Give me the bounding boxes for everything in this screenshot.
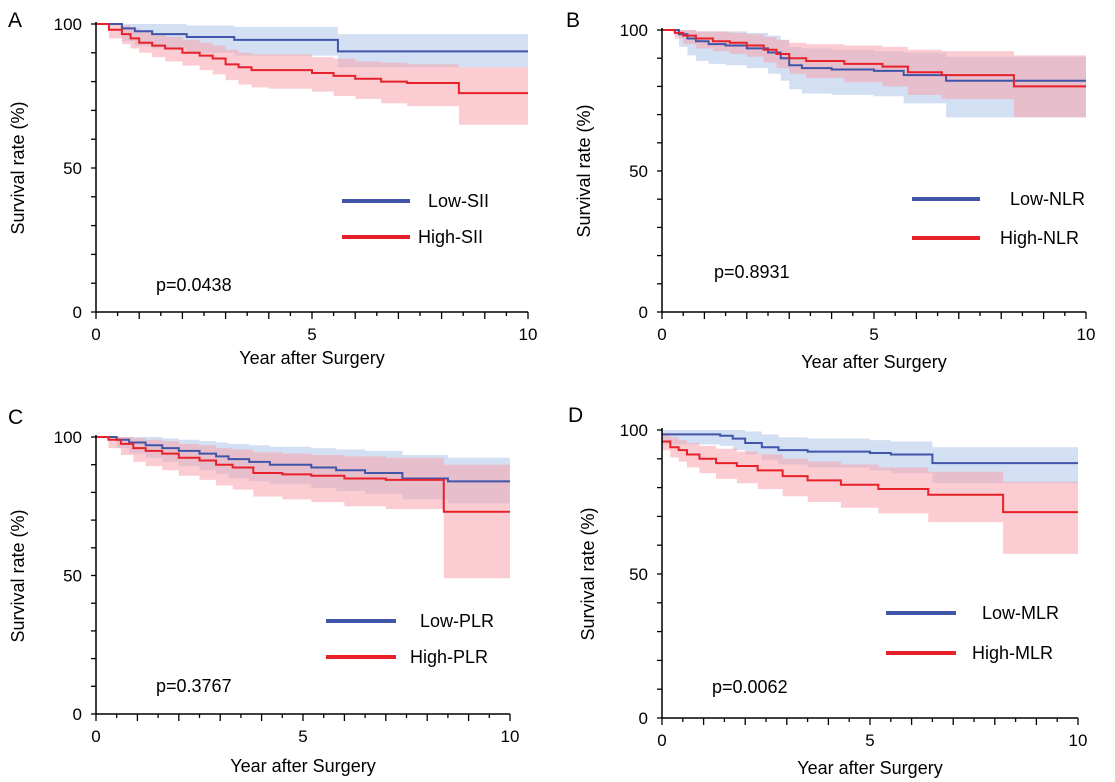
x-tick-label: 5 xyxy=(298,727,307,746)
x-tick-label: 5 xyxy=(865,731,874,750)
y-tick-label: 0 xyxy=(639,709,648,728)
ci-band-high-sii xyxy=(96,24,528,125)
series-line-high-nlr xyxy=(662,29,1086,88)
y-tick-label: 0 xyxy=(73,303,82,322)
legend-label-low-nlr: Low-NLR xyxy=(1010,189,1085,209)
panel-label: D xyxy=(568,404,583,427)
series-line-low-plr xyxy=(96,436,510,483)
series-line-high-sii xyxy=(96,23,528,95)
y-tick-label: 0 xyxy=(73,705,82,724)
y-tick-label: 100 xyxy=(54,15,82,34)
y-tick-label: 0 xyxy=(639,303,648,322)
p-value-annotation: p=0.0062 xyxy=(712,677,788,697)
ci-band-high-plr xyxy=(96,437,510,579)
legend-label-high-mlr: High-MLR xyxy=(972,643,1053,663)
x-axis-label: Year after Surgery xyxy=(230,756,375,776)
legend-label-low-sii: Low-SII xyxy=(428,191,489,211)
legend-label-high-sii: High-SII xyxy=(418,227,483,247)
panel-label: C xyxy=(8,406,23,429)
x-tick-label: 0 xyxy=(657,731,666,750)
x-tick-label: 0 xyxy=(91,325,100,344)
x-tick-label: 0 xyxy=(91,727,100,746)
y-axis-label: Survival rate (%) xyxy=(8,101,28,234)
y-tick-label: 50 xyxy=(629,565,648,584)
y-tick-label: 50 xyxy=(63,159,82,178)
y-tick-label: 100 xyxy=(620,21,648,40)
x-axis-label: Year after Surgery xyxy=(797,758,942,778)
ci-band-high-mlr xyxy=(662,432,1078,554)
x-tick-label: 5 xyxy=(869,325,878,344)
legend-label-low-mlr: Low-MLR xyxy=(982,603,1059,623)
series-line-high-plr xyxy=(96,436,510,513)
x-tick-label: 10 xyxy=(1069,731,1088,750)
ci-band-low-sii xyxy=(96,24,528,71)
x-tick-label: 5 xyxy=(307,325,316,344)
y-axis-label: Survival rate (%) xyxy=(578,507,598,640)
ci-band-low-mlr xyxy=(662,430,1078,484)
p-value-annotation: p=0.3767 xyxy=(156,676,232,696)
series-line-low-sii xyxy=(96,23,528,53)
legend-label-low-plr: Low-PLR xyxy=(420,611,494,631)
y-tick-label: 50 xyxy=(63,567,82,586)
y-tick-label: 100 xyxy=(54,428,82,447)
y-axis-label: Survival rate (%) xyxy=(8,509,28,642)
panel-label: B xyxy=(566,9,580,32)
x-tick-label: 10 xyxy=(501,727,520,746)
p-value-annotation: p=0.8931 xyxy=(714,262,790,282)
p-value-annotation: p=0.0438 xyxy=(156,275,232,295)
x-axis-label: Year after Surgery xyxy=(801,352,946,372)
x-axis-label: Year after Surgery xyxy=(239,348,384,368)
y-axis-label: Survival rate (%) xyxy=(574,104,594,237)
y-tick-label: 50 xyxy=(629,162,648,181)
x-tick-label: 10 xyxy=(519,325,538,344)
x-tick-label: 0 xyxy=(657,325,666,344)
legend-label-high-plr: High-PLR xyxy=(410,647,488,667)
x-tick-label: 10 xyxy=(1077,325,1096,344)
legend-label-high-nlr: High-NLR xyxy=(1000,228,1079,248)
series-line-high-mlr xyxy=(662,440,1078,514)
y-tick-label: 100 xyxy=(620,421,648,440)
series-line-low-mlr xyxy=(662,433,1078,465)
panel-label: A xyxy=(8,9,22,32)
